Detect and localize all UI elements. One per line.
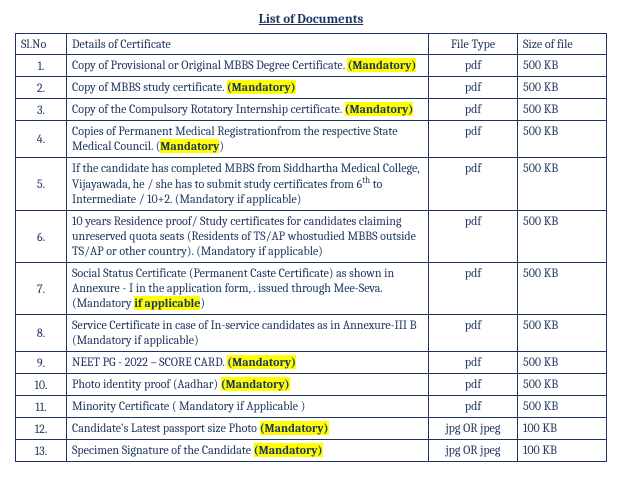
cell-slno: 1. (16, 55, 67, 77)
cell-size: 500 KB (518, 121, 607, 158)
cell-details: NEET PG - 2022 – SCORE CARD. (Mandatory) (67, 352, 429, 374)
cell-details: Social Status Certificate (Permanent Cas… (67, 263, 429, 315)
cell-details: Service Certificate in case of In-servic… (67, 315, 429, 352)
cell-size: 500 KB (518, 55, 607, 77)
table-row: 10.Photo identity proof (Aadhar) (Mandat… (16, 374, 607, 396)
cell-filetype: pdf (429, 99, 518, 121)
cell-details: If the candidate has completed MBBS from… (67, 158, 429, 211)
cell-slno: 3. (16, 99, 67, 121)
documents-table: Sl.No Details of Certificate File Type S… (15, 33, 607, 462)
cell-slno: 2. (16, 77, 67, 99)
cell-details: Copy of Provisional or Original MBBS Deg… (67, 55, 429, 77)
cell-slno: 11. (16, 396, 67, 418)
table-row: 12.Candidate's Latest passport size Phot… (16, 418, 607, 440)
cell-details: Copy of the Compulsory Rotatory Internsh… (67, 99, 429, 121)
table-row: 6.10 years Residence proof/ Study certif… (16, 211, 607, 263)
cell-details: Copies of Permanent Medical Registration… (67, 121, 429, 158)
header-filetype: File Type (429, 34, 518, 55)
cell-filetype: pdf (429, 263, 518, 315)
cell-slno: 9. (16, 352, 67, 374)
table-header-row: Sl.No Details of Certificate File Type S… (16, 34, 607, 55)
table-row: 9.NEET PG - 2022 – SCORE CARD. (Mandator… (16, 352, 607, 374)
cell-size: 500 KB (518, 374, 607, 396)
cell-size: 500 KB (518, 211, 607, 263)
cell-slno: 6. (16, 211, 67, 263)
cell-filetype: pdf (429, 352, 518, 374)
cell-slno: 10. (16, 374, 67, 396)
cell-details: Photo identity proof (Aadhar) (Mandatory… (67, 374, 429, 396)
table-row: 3.Copy of the Compulsory Rotatory Intern… (16, 99, 607, 121)
page-title: List of Documents (15, 12, 607, 27)
cell-filetype: pdf (429, 121, 518, 158)
cell-slno: 4. (16, 121, 67, 158)
cell-size: 500 KB (518, 263, 607, 315)
cell-size: 500 KB (518, 99, 607, 121)
cell-filetype: pdf (429, 315, 518, 352)
cell-details: 10 years Residence proof/ Study certific… (67, 211, 429, 263)
cell-slno: 12. (16, 418, 67, 440)
cell-size: 500 KB (518, 396, 607, 418)
table-row: 8.Service Certificate in case of In-serv… (16, 315, 607, 352)
header-size: Size of file (518, 34, 607, 55)
cell-size: 500 KB (518, 158, 607, 211)
cell-details: Specimen Signature of the Candidate (Man… (67, 440, 429, 462)
cell-details: Minority Certificate ( Mandatory if Appl… (67, 396, 429, 418)
header-slno: Sl.No (16, 34, 67, 55)
cell-filetype: pdf (429, 158, 518, 211)
table-row: 13.Specimen Signature of the Candidate (… (16, 440, 607, 462)
table-row: 1.Copy of Provisional or Original MBBS D… (16, 55, 607, 77)
cell-filetype: pdf (429, 55, 518, 77)
cell-details: Candidate's Latest passport size Photo (… (67, 418, 429, 440)
cell-filetype: jpg OR jpeg (429, 418, 518, 440)
cell-filetype: pdf (429, 374, 518, 396)
table-row: 7.Social Status Certificate (Permanent C… (16, 263, 607, 315)
cell-slno: 8. (16, 315, 67, 352)
table-row: 2.Copy of MBBS study certificate. (Manda… (16, 77, 607, 99)
cell-size: 500 KB (518, 77, 607, 99)
cell-slno: 7. (16, 263, 67, 315)
cell-size: 500 KB (518, 352, 607, 374)
cell-filetype: pdf (429, 396, 518, 418)
table-row: 11.Minority Certificate ( Mandatory if A… (16, 396, 607, 418)
table-row: 5.If the candidate has completed MBBS fr… (16, 158, 607, 211)
cell-size: 500 KB (518, 315, 607, 352)
header-details: Details of Certificate (67, 34, 429, 55)
cell-slno: 5. (16, 158, 67, 211)
cell-size: 100 KB (518, 418, 607, 440)
cell-details: Copy of MBBS study certificate. (Mandato… (67, 77, 429, 99)
cell-filetype: jpg OR jpeg (429, 440, 518, 462)
cell-size: 100 KB (518, 440, 607, 462)
table-row: 4.Copies of Permanent Medical Registrati… (16, 121, 607, 158)
cell-slno: 13. (16, 440, 67, 462)
cell-filetype: pdf (429, 211, 518, 263)
cell-filetype: pdf (429, 77, 518, 99)
